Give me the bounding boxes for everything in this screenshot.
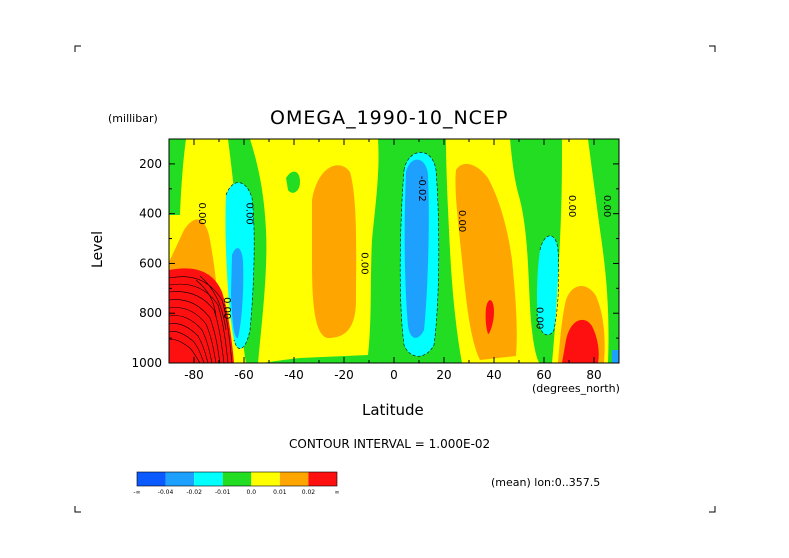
region-orange-center [312, 165, 357, 338]
colorbar-label: -∞ [133, 489, 140, 496]
corner-mark-bl [74, 506, 81, 513]
colorbar-label: -0.01 [215, 489, 231, 496]
x-tick-label: 80 [586, 368, 601, 382]
colorbar-swatch [137, 472, 166, 486]
dashed-contours [225, 152, 560, 357]
y-tick-label: 400 [139, 207, 162, 221]
colorbar-label: -0.02 [186, 489, 202, 496]
dense-contours-left [169, 275, 233, 363]
contour-label: 0.00 [601, 195, 612, 217]
colorbar-label: -0.04 [158, 489, 174, 496]
x-tick-label: -40 [284, 368, 304, 382]
contour-field [169, 139, 619, 363]
x-tick-label: 40 [486, 368, 501, 382]
colorbar-swatch [279, 472, 309, 486]
contour-interval-text: CONTOUR INTERVAL = 1.000E-02 [289, 437, 491, 451]
region-red-plus38 [485, 300, 494, 334]
colorbar-label: ∞ [335, 489, 340, 496]
colorbar-label: 0.0 [247, 489, 257, 496]
corner-mark-br [709, 506, 716, 513]
region-cyan-plus60 [536, 235, 559, 335]
corner-mark-tr [709, 45, 716, 52]
y-tick-label: 800 [139, 306, 162, 320]
contour-label: 0.00 [196, 203, 207, 225]
colorbar-swatch [308, 472, 337, 486]
colorbar-swatch [251, 472, 280, 486]
x-axis-label: Latitude [362, 401, 424, 419]
x-tick-label: -20 [334, 368, 354, 382]
x-tick-label: -60 [234, 368, 254, 382]
region-blue-minus65 [231, 248, 244, 339]
x-unit-label: (degrees_north) [532, 382, 620, 395]
mean-longitude-text: (mean) lon:0..357.5 [491, 476, 601, 489]
x-tick-label: -80 [184, 368, 204, 382]
contour-label: 0.00 [244, 203, 255, 225]
colorbar: -∞ -0.04 -0.02 -0.01 0.0 0.01 0.02 ∞ [133, 471, 340, 496]
x-tick-label: 20 [436, 368, 451, 382]
y-tick-label: 600 [139, 256, 162, 270]
contour-label: 0.00 [359, 252, 370, 274]
region-green-blob [286, 171, 300, 193]
corner-mark-tl [74, 45, 81, 52]
contour-label: 0.00 [534, 307, 545, 329]
region-orange-plus35 [455, 163, 517, 360]
contour-label: 0.00 [566, 195, 577, 217]
y-axis-ticks: 200 400 600 800 1000 [131, 157, 619, 370]
region-red-farright [562, 319, 599, 363]
y-tick-label: 1000 [131, 356, 162, 370]
contour-label: 0.00 [221, 297, 232, 319]
colorbar-swatch [165, 472, 195, 486]
contour-label: -0.02 [416, 176, 427, 202]
region-blue-plus10 [404, 159, 429, 338]
x-tick-label: 60 [536, 368, 551, 382]
colorbar-label: 0.02 [302, 489, 316, 496]
y-unit-label: (millibar) [108, 112, 158, 125]
region-green-farleft [169, 139, 186, 215]
region-blue-corner [612, 350, 619, 363]
contour-labels: 0.00 0.00 0.00 -0.02 0.00 0.00 0.00 0.00 0.00 [196, 176, 612, 329]
colorbar-label: 0.01 [273, 489, 287, 496]
x-axis-ticks: -80 -60 -40 -20 0 20 40 60 80 [168, 139, 620, 382]
x-tick-label: 0 [390, 368, 398, 382]
contour-label: 0.00 [456, 210, 467, 232]
y-tick-label: 200 [139, 157, 162, 171]
colorbar-swatch [222, 472, 252, 486]
colorbar-swatch [194, 472, 223, 486]
chart-title: OMEGA_1990-10_NCEP [270, 107, 509, 129]
colorbar-frame [136, 471, 338, 487]
